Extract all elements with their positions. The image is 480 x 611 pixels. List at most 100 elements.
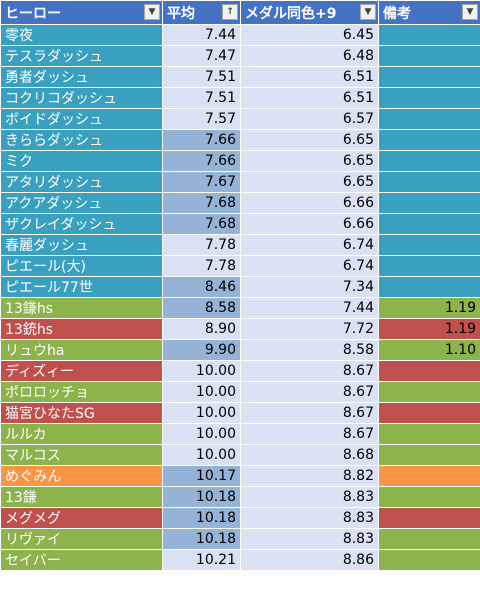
note-cell[interactable]: 1.19	[378, 318, 480, 340]
medal-cell[interactable]: 8.58	[240, 339, 379, 361]
average-cell[interactable]: 10.18	[162, 486, 241, 508]
average-cell[interactable]: 10.17	[162, 465, 241, 487]
dropdown-arrow-icon[interactable]: ▼	[360, 4, 376, 20]
medal-cell[interactable]: 6.57	[240, 108, 379, 130]
average-cell[interactable]: 7.68	[162, 192, 241, 214]
note-cell[interactable]	[378, 276, 480, 298]
medal-cell[interactable]: 8.67	[240, 402, 379, 424]
note-cell[interactable]	[378, 423, 480, 445]
hero-name-cell[interactable]: 勇者ダッシュ	[0, 66, 163, 88]
average-cell[interactable]: 10.00	[162, 444, 241, 466]
medal-cell[interactable]: 8.68	[240, 444, 379, 466]
header-notes[interactable]: 備考 ▼	[378, 0, 480, 25]
note-cell[interactable]	[378, 528, 480, 550]
note-cell[interactable]	[378, 192, 480, 214]
hero-name-cell[interactable]: テスラダッシュ	[0, 45, 163, 67]
average-cell[interactable]: 7.51	[162, 87, 241, 109]
average-cell[interactable]: 7.66	[162, 150, 241, 172]
note-cell[interactable]	[378, 402, 480, 424]
medal-cell[interactable]: 8.83	[240, 507, 379, 529]
medal-cell[interactable]: 6.66	[240, 213, 379, 235]
hero-name-cell[interactable]: ディズィー	[0, 360, 163, 382]
medal-cell[interactable]: 6.65	[240, 150, 379, 172]
average-cell[interactable]: 10.18	[162, 507, 241, 529]
average-cell[interactable]: 7.66	[162, 129, 241, 151]
hero-name-cell[interactable]: 13銃hs	[0, 318, 163, 340]
note-cell[interactable]: 1.19	[378, 297, 480, 319]
average-cell[interactable]: 10.21	[162, 549, 241, 571]
note-cell[interactable]	[378, 87, 480, 109]
dropdown-arrow-icon[interactable]: ▼	[144, 4, 160, 20]
medal-cell[interactable]: 6.74	[240, 255, 379, 277]
hero-name-cell[interactable]: めぐみん	[0, 465, 163, 487]
note-cell[interactable]	[378, 171, 480, 193]
note-cell[interactable]: 1.10	[378, 339, 480, 361]
note-cell[interactable]	[378, 45, 480, 67]
medal-cell[interactable]: 7.34	[240, 276, 379, 298]
note-cell[interactable]	[378, 66, 480, 88]
hero-name-cell[interactable]: ルルカ	[0, 423, 163, 445]
header-medal[interactable]: メダル同色+9 ▼	[240, 0, 379, 25]
hero-name-cell[interactable]: 13鎌hs	[0, 297, 163, 319]
sort-ascending-icon[interactable]: ↑	[222, 4, 238, 20]
medal-cell[interactable]: 8.86	[240, 549, 379, 571]
hero-name-cell[interactable]: ミク	[0, 150, 163, 172]
average-cell[interactable]: 7.57	[162, 108, 241, 130]
average-cell[interactable]: 10.00	[162, 381, 241, 403]
header-average[interactable]: 平均 ↑	[162, 0, 241, 25]
hero-name-cell[interactable]: ポロロッチョ	[0, 381, 163, 403]
average-cell[interactable]: 7.68	[162, 213, 241, 235]
note-cell[interactable]	[378, 24, 480, 46]
hero-name-cell[interactable]: リュウha	[0, 339, 163, 361]
average-cell[interactable]: 7.78	[162, 234, 241, 256]
note-cell[interactable]	[378, 549, 480, 571]
hero-name-cell[interactable]: 零夜	[0, 24, 163, 46]
note-cell[interactable]	[378, 444, 480, 466]
hero-name-cell[interactable]: マルコス	[0, 444, 163, 466]
hero-name-cell[interactable]: きららダッシュ	[0, 129, 163, 151]
medal-cell[interactable]: 6.48	[240, 45, 379, 67]
average-cell[interactable]: 8.90	[162, 318, 241, 340]
average-cell[interactable]: 10.00	[162, 423, 241, 445]
header-hero[interactable]: ヒーロー ▼	[0, 0, 163, 25]
hero-name-cell[interactable]: メグメグ	[0, 507, 163, 529]
average-cell[interactable]: 7.47	[162, 45, 241, 67]
note-cell[interactable]	[378, 234, 480, 256]
medal-cell[interactable]: 8.67	[240, 360, 379, 382]
hero-name-cell[interactable]: リヴァイ	[0, 528, 163, 550]
hero-name-cell[interactable]: アクアダッシュ	[0, 192, 163, 214]
medal-cell[interactable]: 6.74	[240, 234, 379, 256]
note-cell[interactable]	[378, 255, 480, 277]
hero-name-cell[interactable]: 猫宮ひなたSG	[0, 402, 163, 424]
medal-cell[interactable]: 7.72	[240, 318, 379, 340]
medal-cell[interactable]: 6.45	[240, 24, 379, 46]
hero-name-cell[interactable]: コクリコダッシュ	[0, 87, 163, 109]
note-cell[interactable]	[378, 486, 480, 508]
medal-cell[interactable]: 7.44	[240, 297, 379, 319]
average-cell[interactable]: 10.00	[162, 402, 241, 424]
average-cell[interactable]: 8.46	[162, 276, 241, 298]
medal-cell[interactable]: 8.67	[240, 381, 379, 403]
medal-cell[interactable]: 8.83	[240, 528, 379, 550]
average-cell[interactable]: 10.18	[162, 528, 241, 550]
average-cell[interactable]: 7.67	[162, 171, 241, 193]
hero-name-cell[interactable]: 13鎌	[0, 486, 163, 508]
hero-name-cell[interactable]: アタリダッシュ	[0, 171, 163, 193]
note-cell[interactable]	[378, 129, 480, 151]
medal-cell[interactable]: 8.67	[240, 423, 379, 445]
note-cell[interactable]	[378, 108, 480, 130]
note-cell[interactable]	[378, 150, 480, 172]
average-cell[interactable]: 7.78	[162, 255, 241, 277]
medal-cell[interactable]: 6.51	[240, 87, 379, 109]
medal-cell[interactable]: 8.83	[240, 486, 379, 508]
note-cell[interactable]	[378, 507, 480, 529]
hero-name-cell[interactable]: ピエール77世	[0, 276, 163, 298]
hero-name-cell[interactable]: セイバー	[0, 549, 163, 571]
medal-cell[interactable]: 8.82	[240, 465, 379, 487]
note-cell[interactable]	[378, 465, 480, 487]
note-cell[interactable]	[378, 381, 480, 403]
hero-name-cell[interactable]: 春麗ダッシュ	[0, 234, 163, 256]
hero-name-cell[interactable]: ボイドダッシュ	[0, 108, 163, 130]
average-cell[interactable]: 8.58	[162, 297, 241, 319]
note-cell[interactable]	[378, 213, 480, 235]
